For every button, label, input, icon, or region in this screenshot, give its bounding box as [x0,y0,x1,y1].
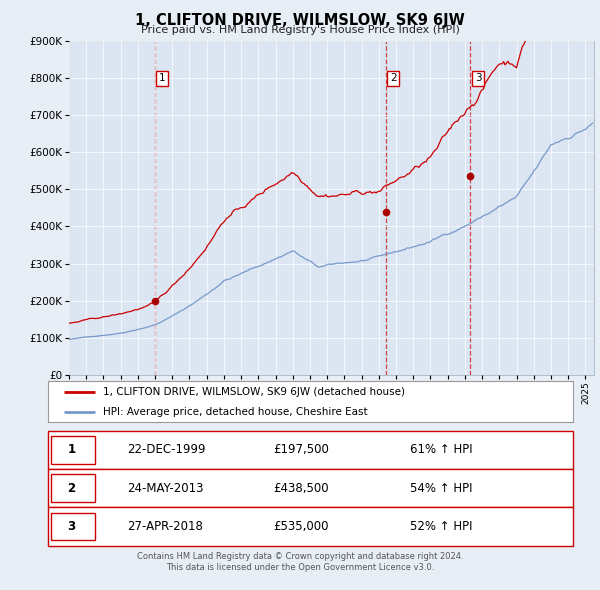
Text: £438,500: £438,500 [274,481,329,495]
Text: 3: 3 [475,73,481,83]
Text: 1: 1 [68,443,76,457]
Text: 52% ↑ HPI: 52% ↑ HPI [410,520,473,533]
Text: 1: 1 [159,73,166,83]
FancyBboxPatch shape [50,436,95,464]
FancyBboxPatch shape [50,474,95,502]
Text: 1, CLIFTON DRIVE, WILMSLOW, SK9 6JW (detached house): 1, CLIFTON DRIVE, WILMSLOW, SK9 6JW (det… [103,387,405,397]
Text: 61% ↑ HPI: 61% ↑ HPI [410,443,473,457]
Text: 24-MAY-2013: 24-MAY-2013 [127,481,203,495]
Text: 1, CLIFTON DRIVE, WILMSLOW, SK9 6JW: 1, CLIFTON DRIVE, WILMSLOW, SK9 6JW [135,13,465,28]
FancyBboxPatch shape [48,431,573,469]
Text: £535,000: £535,000 [274,520,329,533]
FancyBboxPatch shape [48,469,573,507]
FancyBboxPatch shape [48,507,573,546]
Text: 27-APR-2018: 27-APR-2018 [127,520,203,533]
Text: Price paid vs. HM Land Registry's House Price Index (HPI): Price paid vs. HM Land Registry's House … [140,25,460,35]
Text: 2: 2 [390,73,397,83]
Text: 54% ↑ HPI: 54% ↑ HPI [410,481,473,495]
Text: 22-DEC-1999: 22-DEC-1999 [127,443,205,457]
Text: Contains HM Land Registry data © Crown copyright and database right 2024.
This d: Contains HM Land Registry data © Crown c… [137,552,463,572]
FancyBboxPatch shape [50,513,95,540]
Text: 2: 2 [68,481,76,495]
Text: HPI: Average price, detached house, Cheshire East: HPI: Average price, detached house, Ches… [103,407,368,417]
Text: £197,500: £197,500 [274,443,329,457]
Text: 3: 3 [68,520,76,533]
